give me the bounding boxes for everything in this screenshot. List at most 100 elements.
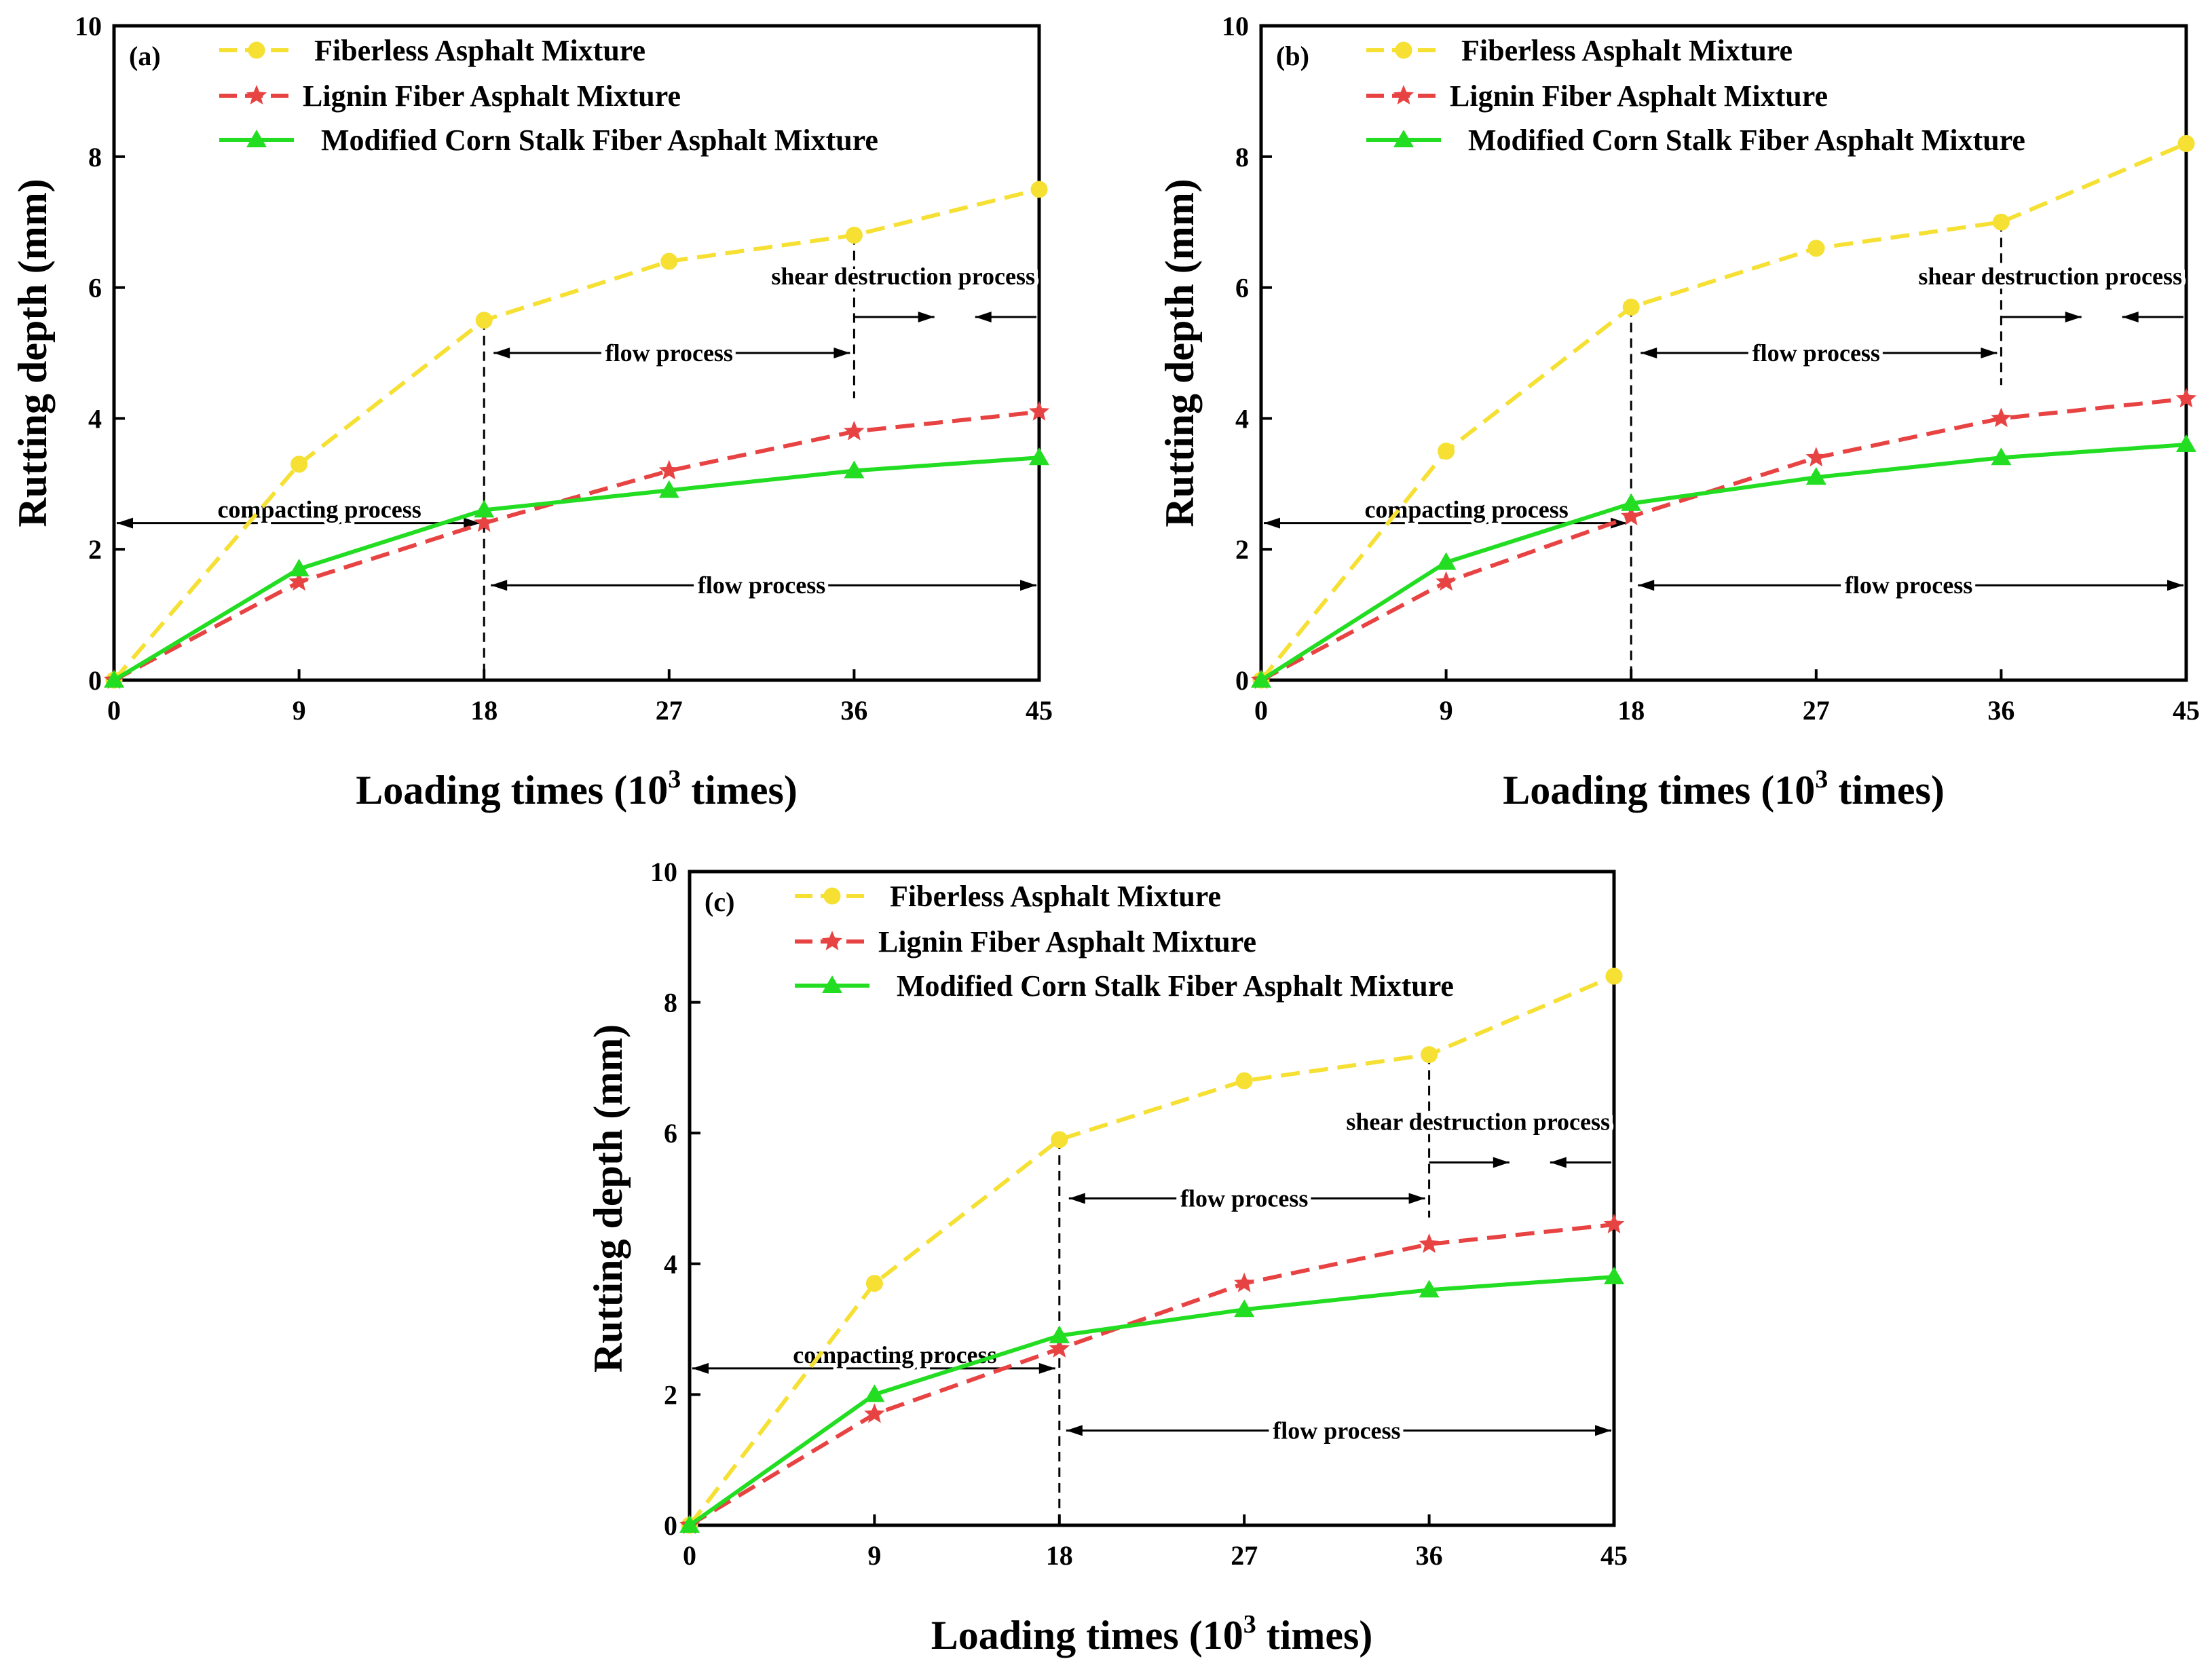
flow-upper-arrow-head-right xyxy=(1981,348,1998,358)
series-line xyxy=(1260,396,2187,682)
x-tick-label: 9 xyxy=(1440,695,1453,726)
data-point xyxy=(288,571,310,591)
data-point xyxy=(1235,1072,1253,1089)
series-line xyxy=(113,409,1040,682)
data-point xyxy=(1436,552,1457,570)
legend-label: Lignin Fiber Asphalt Mixture xyxy=(878,925,1256,958)
plot-frame xyxy=(688,870,1616,1527)
flow-upper-arrow-head-right xyxy=(1408,1193,1425,1204)
y-axis-title: Rutting depth (mm) xyxy=(1157,179,1202,527)
flow-upper-arrow-head-right xyxy=(833,348,850,358)
legend-marker xyxy=(823,887,841,905)
legend-label: Modified Corn Stalk Fiber Asphalt Mixtur… xyxy=(897,969,1454,1003)
flow-lower-arrow-head-left xyxy=(1066,1425,1083,1436)
data-point xyxy=(1604,1267,1624,1285)
panel-label: (a) xyxy=(129,41,161,71)
flow-lower-arrow-head-right xyxy=(1020,580,1036,591)
y-tick-label: 0 xyxy=(88,665,102,696)
compacting-arrow-head-left xyxy=(1264,517,1280,529)
data-point xyxy=(1992,213,2010,231)
y-tick-label: 4 xyxy=(1235,403,1249,434)
flow-lower-arrow-head-right xyxy=(1595,1425,1611,1436)
flow-lower-label: flow process xyxy=(1845,572,1972,599)
data-point xyxy=(679,1515,700,1533)
legend-marker xyxy=(1393,130,1414,147)
panel-label: (b) xyxy=(1276,41,1309,71)
compacting-label: compacting process xyxy=(217,496,421,523)
x-tick-label: 18 xyxy=(1617,695,1645,726)
legend-label: Fiberless Asphalt Mixture xyxy=(314,34,645,67)
x-tick-label: 45 xyxy=(2173,695,2200,726)
compacting-label: compacting process xyxy=(793,1341,996,1368)
data-point xyxy=(864,1403,885,1423)
data-point xyxy=(1622,299,1640,316)
y-tick-label: 8 xyxy=(664,988,677,1018)
data-point xyxy=(1605,967,1623,985)
legend-label: Fiberless Asphalt Mixture xyxy=(890,880,1221,913)
compacting-arrow-head-left xyxy=(117,517,133,529)
series-line xyxy=(1259,141,2188,682)
flow-upper-label: flow process xyxy=(605,339,733,367)
data-point xyxy=(660,253,678,270)
y-tick-label: 2 xyxy=(664,1379,677,1410)
compacting-arrow-head-left xyxy=(692,1362,709,1374)
flow-upper-arrow-head-left xyxy=(1641,348,1657,358)
data-point xyxy=(1051,1131,1068,1149)
legend-label: Modified Corn Stalk Fiber Asphalt Mixtur… xyxy=(321,124,878,157)
series-line xyxy=(113,455,1040,682)
data-point xyxy=(1603,1214,1625,1233)
data-point xyxy=(1421,1046,1438,1064)
flow-upper-arrow-head-left xyxy=(493,348,510,358)
shear-arrow-head-right xyxy=(918,311,935,322)
data-point xyxy=(1030,181,1048,198)
shear-arrow-head-right xyxy=(1493,1157,1510,1168)
y-tick-label: 6 xyxy=(88,273,102,303)
series-line xyxy=(112,187,1040,682)
legend-marker xyxy=(248,41,265,59)
data-point xyxy=(1805,467,1826,485)
x-tick-label: 18 xyxy=(470,695,498,726)
series-line xyxy=(688,1275,1615,1527)
flow-upper-label: flow process xyxy=(1180,1185,1308,1212)
x-tick-label: 36 xyxy=(1416,1540,1443,1571)
flow-upper-arrow-head-left xyxy=(1068,1193,1085,1204)
flow-lower-label: flow process xyxy=(1273,1417,1400,1444)
compacting-arrow-head-right xyxy=(464,517,481,529)
shear-arrow-head-left xyxy=(1550,1157,1567,1168)
panel-label: (c) xyxy=(705,887,734,917)
data-point xyxy=(1419,1280,1440,1298)
series-line xyxy=(688,974,1615,1527)
x-axis-title: Loading times (103 times) xyxy=(1503,765,1945,813)
compacting-arrow-head-right xyxy=(1038,1362,1055,1374)
x-tick-label: 36 xyxy=(840,695,867,726)
y-tick-label: 4 xyxy=(88,403,102,434)
legend-label: Modified Corn Stalk Fiber Asphalt Mixtur… xyxy=(1468,124,2025,157)
shear-label: shear destruction process xyxy=(1346,1108,1610,1135)
y-tick-label: 6 xyxy=(1235,273,1249,303)
x-tick-label: 0 xyxy=(1254,695,1268,726)
shear-arrow-head-left xyxy=(2122,311,2139,322)
data-point xyxy=(474,512,495,532)
data-point xyxy=(1028,400,1050,421)
chart-panel: 0 9 18 27 36 45 0 2 4 6 8 10 Loading times (103 time… xyxy=(10,11,1053,813)
x-axis-title: Loading times (103 times) xyxy=(931,1610,1373,1658)
x-tick-label: 36 xyxy=(1987,695,2014,726)
shear-arrow-head-left xyxy=(975,311,992,322)
x-tick-label: 9 xyxy=(867,1540,881,1571)
data-point xyxy=(864,1384,885,1402)
data-point xyxy=(104,670,124,688)
data-point xyxy=(290,455,308,473)
data-point xyxy=(288,559,310,577)
legend-label: Lignin Fiber Asphalt Mixture xyxy=(303,79,681,113)
legend-marker xyxy=(1395,41,1412,59)
legend-marker xyxy=(246,85,267,105)
data-point xyxy=(1805,447,1826,467)
y-axis-title: Rutting depth (mm) xyxy=(10,179,55,527)
plot-frame xyxy=(112,24,1041,682)
y-tick-label: 6 xyxy=(664,1118,677,1149)
y-axis-title: Rutting depth (mm) xyxy=(586,1024,631,1373)
x-tick-label: 18 xyxy=(1046,1540,1073,1571)
plot-frame xyxy=(1259,24,2188,682)
chart-panel: 0 9 18 27 36 45 0 2 4 6 8 10 Loading times (103 time… xyxy=(1157,11,2200,813)
